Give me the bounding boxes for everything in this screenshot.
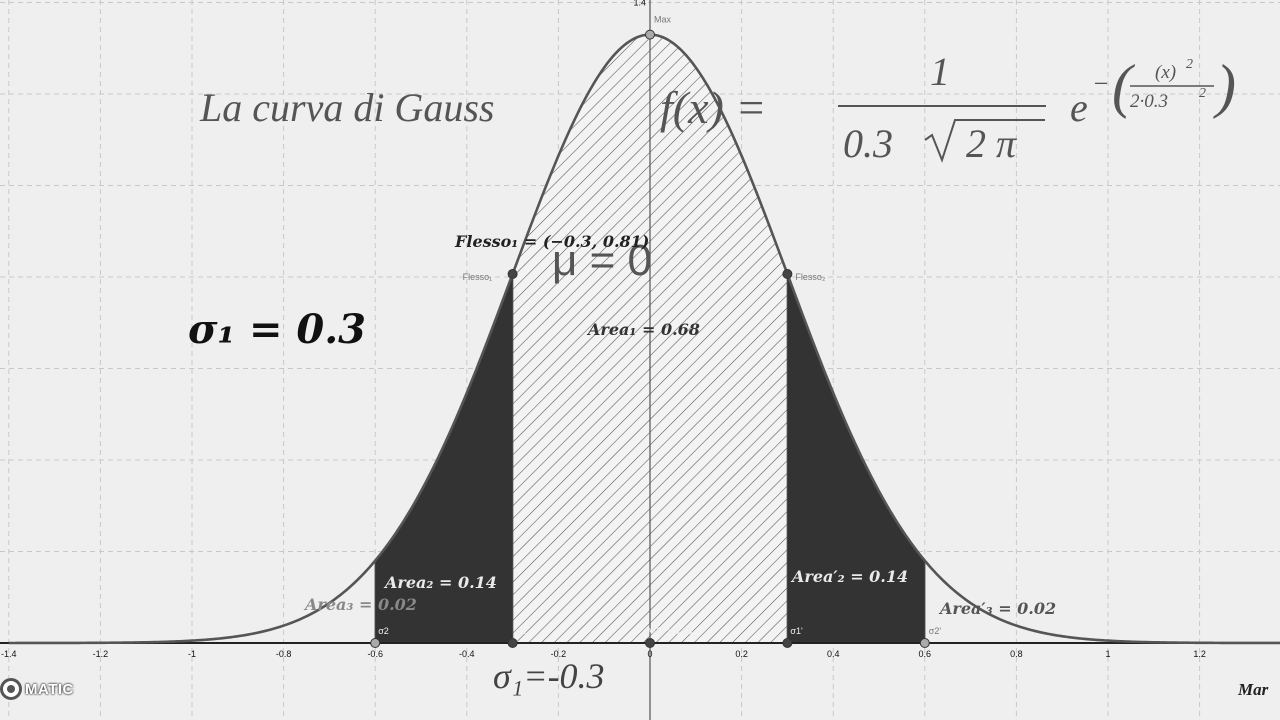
point-label: Flesso₂ (795, 272, 826, 282)
x-tick-label: 1 (1105, 649, 1110, 659)
mu-label: μ = 0 (552, 236, 652, 285)
area3-label: Area₃ = 0.02 (303, 595, 417, 614)
x-tick-label: 0.6 (919, 649, 932, 659)
point-label: σ1 (516, 626, 527, 636)
y-tick-label: 1.4 (633, 0, 646, 8)
x-tick-label: -0.8 (276, 649, 292, 659)
area3p-label: Area′₃ = 0.02 (938, 599, 1056, 618)
logo-text: MATIC (25, 680, 74, 698)
x-tick-label: 0 (647, 649, 652, 659)
formula-numerator: 1 (930, 49, 950, 94)
points: Max Flesso₁ Flesso₂ σ1 σ1' σ2 σ2' AM1 = 0.68 (370, 15, 942, 648)
formula-exp-denominator: 2·0.3 (1130, 91, 1168, 112)
formula-denominator-coef: 0.3 (843, 121, 893, 166)
x-tick-label: -1.2 (93, 649, 109, 659)
tick-labels: -1.4 -1.2 -1 -0.8 -0.6 -0.4 -0.2 0 0.2 0.4 0.6 0.8 1… (1, 0, 1206, 659)
sigma-label: σ₁ = 0.3 (188, 306, 366, 353)
formula-lhs: f(x) = (660, 82, 766, 133)
point-label: Flesso₁ (463, 272, 493, 282)
flesso-equation: Flesso₁ = (−0.3, 0.81) (454, 232, 649, 251)
x-tick-label: -1.4 (1, 649, 17, 659)
x-tick-label: 1.2 (1193, 649, 1206, 659)
svg-text:): ) (1213, 53, 1236, 119)
point-label: AM1 = 0.68 (646, 626, 692, 636)
formula-denominator-root: 2 π (966, 121, 1017, 166)
point-Max (645, 29, 655, 40)
logo: MATIC (0, 678, 74, 700)
formula-exp-numerator: (x) (1155, 62, 1176, 83)
x-tick-label: 0.2 (735, 649, 748, 659)
svg-text:−: − (1092, 69, 1110, 98)
point-label: Max (654, 15, 672, 25)
x-tick-label: -0.4 (459, 649, 475, 659)
point-label: σ2 (378, 626, 389, 636)
formula-exp-num-power: 2 (1186, 57, 1193, 72)
point-M (645, 638, 655, 648)
chart-title: La curva di Gauss (199, 85, 494, 130)
x-tick-label: 0.4 (827, 649, 840, 659)
formula-exp-base: e (1070, 85, 1088, 130)
point-label: σ2' (929, 626, 942, 636)
area1-label: Area₁ = 0.68 (586, 320, 700, 339)
x-tick-label: -0.6 (367, 649, 383, 659)
point-σ1 (507, 638, 518, 648)
point-label: σ1' (790, 626, 803, 636)
point-Flesso2 (782, 268, 793, 279)
point-σ2-prime (919, 638, 930, 648)
x-tick-label: -0.2 (551, 649, 567, 659)
logo-icon (0, 678, 22, 700)
formula: f(x) = 1 0.3 2 π e − ( (x) 2 2·0.3 2 ) (660, 49, 1236, 166)
formula-exp-den-power: 2 (1199, 86, 1206, 101)
area2p-label: Area′₂ = 0.14 (790, 567, 908, 586)
point-Flesso1 (507, 268, 518, 279)
sigma-bottom-label: σ₁=-0.3 (493, 656, 605, 696)
x-tick-label: 0.8 (1010, 649, 1023, 659)
area2-label: Area₂ = 0.14 (383, 573, 497, 592)
point-σ1-prime (782, 638, 793, 648)
corner-text: Mar (1238, 680, 1269, 699)
point-σ2 (370, 638, 381, 648)
x-tick-label: -1 (188, 649, 196, 659)
